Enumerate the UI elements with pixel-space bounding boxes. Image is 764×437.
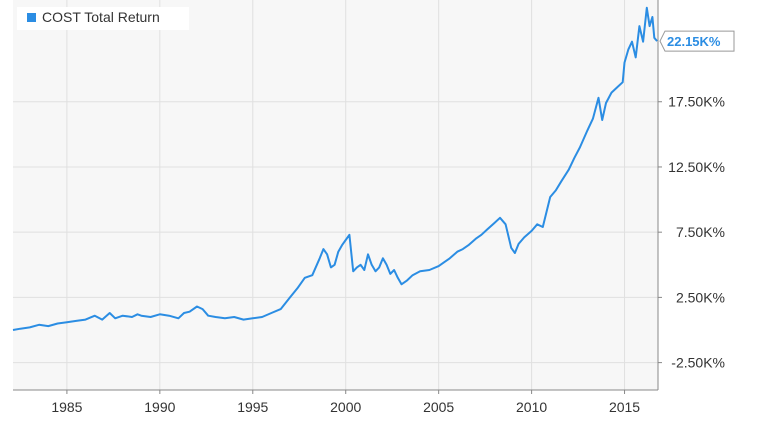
last-value-label: 22.15K% [667,34,721,49]
y-tick-label: 17.50K% [668,94,725,110]
x-tick-label: 1990 [144,399,175,415]
x-tick-label: 2000 [330,399,361,415]
legend[interactable]: COST Total Return [17,7,189,30]
x-tick-label: 2005 [423,399,454,415]
plot-area [13,0,658,390]
last-value-tag: 22.15K% [659,30,735,52]
y-tick-label: 2.50K% [676,289,725,305]
y-tick-label: -2.50K% [671,355,725,371]
legend-box [17,7,189,30]
x-tick-label: 1995 [237,399,268,415]
x-tick-label: 2010 [516,399,547,415]
y-axis-ticks: -2.50K% 2.50K% 7.50K% 12.50K% 17.50K% [658,94,725,371]
legend-marker [27,13,36,22]
legend-label: COST Total Return [42,9,160,25]
last-value-tag-box [659,30,735,52]
x-tick-label: 2015 [609,399,640,415]
x-tick-label: 1985 [51,399,82,415]
series-line [12,6,658,331]
series-group [12,6,658,331]
y-tick-label: 7.50K% [676,224,725,240]
x-axis-ticks: 1985 1990 1995 2000 2005 2010 2015 [51,390,640,415]
y-tick-label: 12.50K% [668,159,725,175]
grid-lines [13,0,658,390]
